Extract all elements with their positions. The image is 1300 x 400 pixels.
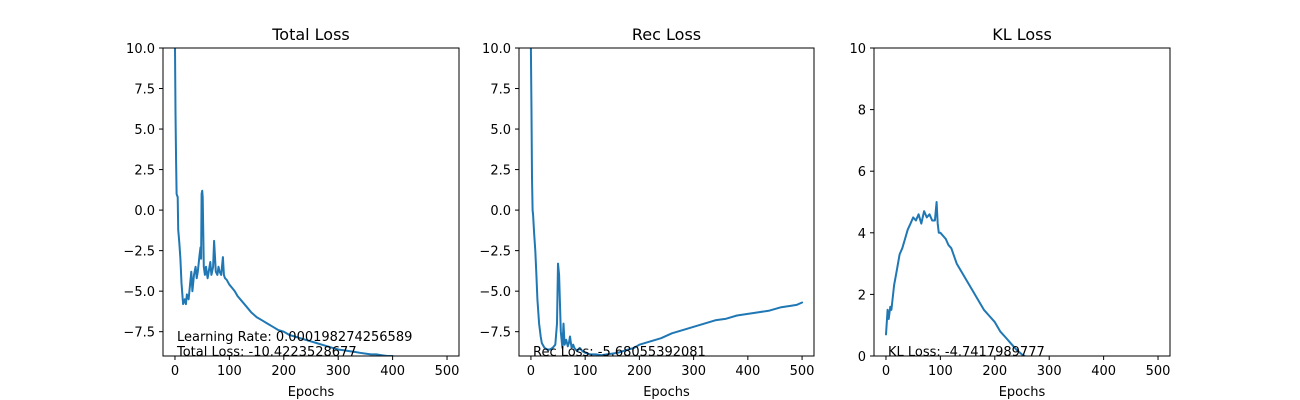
- plot-frame: [162, 47, 460, 357]
- chart-panel-1: 0 100 200 300 400 500 −7.5 −5.0 −2.5 0.0 2.5 5.0 7.5…: [123, 25, 460, 400]
- x-tick-label: 500: [435, 364, 460, 379]
- x-tick-label: 0: [527, 364, 535, 379]
- y-tick-label: 0: [858, 350, 866, 365]
- x-tick-label: 300: [326, 364, 351, 379]
- annotation-text: Total Loss: -10.4223528677: [176, 345, 357, 360]
- y-tick-label: 2: [858, 288, 866, 303]
- x-tick-label: 300: [681, 364, 706, 379]
- series-line: [174, 48, 394, 356]
- chart-title: Rec Loss: [632, 25, 701, 44]
- plot-frame: [873, 47, 1171, 357]
- y-tick-label: −7.5: [123, 326, 155, 341]
- x-tick-label: 0: [882, 364, 890, 379]
- y-tick-label: 7.5: [134, 83, 155, 98]
- chart-panel-3: 0 100 200 300 400 500 0 2 4 6 8 10 KL Loss Epochs KL L…: [849, 25, 1171, 400]
- chart-panel-2: 0 100 200 300 400 500 −7.5 −5.0 −2.5 0.0 2.5 5.0 7.5…: [479, 25, 815, 400]
- y-tick-label: 10.0: [482, 42, 511, 57]
- x-axis-label: Epochs: [999, 385, 1046, 400]
- annotation-text: Rec Loss: -5.68055392081: [533, 345, 706, 360]
- y-tick-label: −7.5: [479, 326, 511, 341]
- x-tick-label: 200: [627, 364, 652, 379]
- y-tick-label: −5.0: [123, 285, 155, 300]
- y-tick-label: 4: [858, 227, 866, 242]
- y-tick-label: 10: [849, 42, 866, 57]
- y-tick-label: 6: [858, 165, 866, 180]
- y-tick-label: −5.0: [479, 285, 511, 300]
- series-line: [885, 201, 1026, 356]
- chart-title: KL Loss: [992, 25, 1052, 44]
- series-line: [529, 48, 804, 356]
- y-tick-label: 7.5: [490, 83, 511, 98]
- x-tick-label: 400: [1091, 364, 1116, 379]
- x-tick-label: 500: [790, 364, 815, 379]
- x-tick-label: 300: [1037, 364, 1062, 379]
- y-tick-label: 10.0: [126, 42, 155, 57]
- y-tick-label: −2.5: [123, 245, 155, 260]
- x-axis-label: Epochs: [643, 385, 690, 400]
- y-tick-label: 2.5: [490, 164, 511, 179]
- annotation-text: Learning Rate: 0.000198274256589: [177, 330, 412, 345]
- x-tick-label: 400: [735, 364, 760, 379]
- y-tick-label: 8: [858, 104, 866, 119]
- y-tick-label: 0.0: [490, 204, 511, 219]
- x-tick-label: 500: [1146, 364, 1171, 379]
- y-tick-label: 5.0: [134, 123, 155, 138]
- x-tick-label: 100: [573, 364, 598, 379]
- chart-title: Total Loss: [271, 25, 350, 44]
- x-axis-label: Epochs: [288, 385, 335, 400]
- annotation-text: KL Loss: -4.7417989777: [888, 345, 1045, 360]
- y-tick-label: 0.0: [134, 204, 155, 219]
- x-tick-label: 200: [982, 364, 1007, 379]
- y-tick-label: 5.0: [490, 123, 511, 138]
- plot-frame: [518, 47, 815, 357]
- x-tick-label: 200: [271, 364, 296, 379]
- y-tick-label: 2.5: [134, 164, 155, 179]
- x-tick-label: 400: [380, 364, 405, 379]
- x-tick-label: 100: [217, 364, 242, 379]
- x-tick-label: 100: [928, 364, 953, 379]
- y-tick-label: −2.5: [479, 245, 511, 260]
- x-tick-label: 0: [171, 364, 179, 379]
